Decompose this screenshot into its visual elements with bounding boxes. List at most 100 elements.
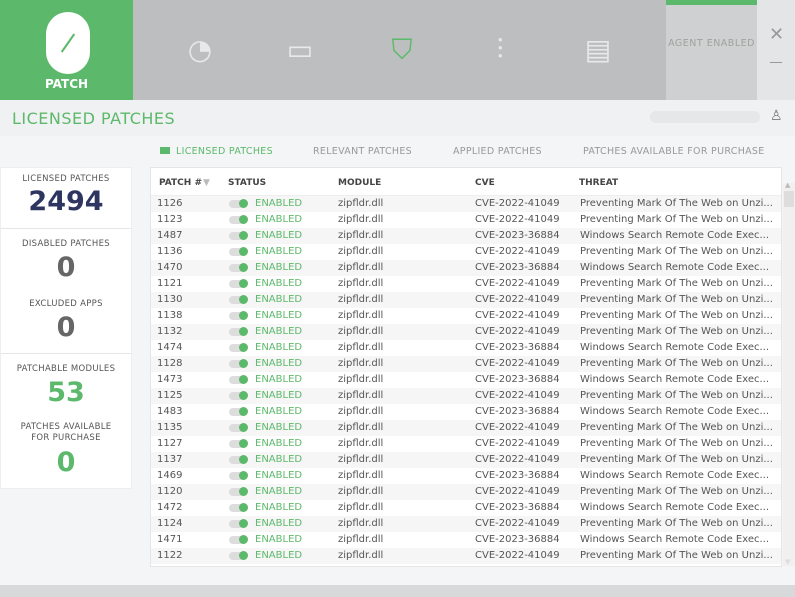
excluded-apps-value: 0 [56,312,76,343]
status-toggle[interactable] [229,215,248,224]
tab-patches-for-purchase[interactable]: PATCHES AVAILABLE FOR PURCHASE [583,146,765,157]
threat-cell: Windows Search Remote Code Exec... [580,534,770,545]
tab-relevant-patches[interactable]: RELEVANT PATCHES [313,146,412,157]
patch-number-cell: 1472 [157,502,183,513]
threat-cell: Windows Search Remote Code Exec... [580,342,770,353]
table-row[interactable]: 1469 ENABLED zipfldr.dll CVE-2023-36884 Wind… [151,468,781,484]
table-row[interactable]: 1122 ENABLED zipfldr.dll CVE-2022-41049 Prev… [151,548,781,564]
status-toggle[interactable] [229,247,248,256]
status-toggle[interactable] [229,343,248,352]
table-row[interactable]: 1138 ENABLED zipfldr.dll CVE-2022-41049 Prev… [151,308,781,324]
table-row[interactable]: 1124 ENABLED zipfldr.dll CVE-2022-41049 Prev… [151,516,781,532]
table-header: PATCH # ▼ STATUS MODULE CVE THREAT [151,168,781,196]
table-row[interactable]: 1473 ENABLED zipfldr.dll CVE-2023-36884 Wind… [151,372,781,388]
column-patch-number[interactable]: PATCH # [159,178,202,188]
table-row[interactable]: 1123 ENABLED zipfldr.dll CVE-2022-41049 Prev… [151,212,781,228]
table-row[interactable]: 1474 ENABLED zipfldr.dll CVE-2023-36884 Wind… [151,340,781,356]
table-row[interactable]: 1121 ENABLED zipfldr.dll CVE-2022-41049 Prev… [151,276,781,292]
brand-label: PATCH [44,77,89,91]
status-toggle[interactable] [229,311,248,320]
patch-number-cell: 1474 [157,342,183,353]
patch-module-button[interactable]: PATCH [0,0,133,100]
threat-cell: Preventing Mark Of The Web on Unzi... [580,294,773,305]
speedometer-icon[interactable]: ◔ [187,33,213,66]
column-status[interactable]: STATUS [228,178,267,188]
status-toggle[interactable] [229,551,248,560]
status-toggle[interactable] [229,199,248,208]
user-name [650,111,760,123]
status-cell: ENABLED [255,358,303,369]
status-toggle[interactable] [229,407,248,416]
page-title: LICENSED PATCHES [12,109,176,128]
agent-status-button[interactable]: AGENT ENABLED [666,0,757,100]
status-toggle[interactable] [229,295,248,304]
module-cell: zipfldr.dll [338,198,384,209]
divider [1,228,131,229]
status-toggle[interactable] [229,391,248,400]
status-toggle[interactable] [229,359,248,368]
table-row[interactable]: 1120 ENABLED zipfldr.dll CVE-2022-41049 Prev… [151,484,781,500]
table-scrollbar[interactable]: ▲ ▼ [783,181,795,566]
table-row[interactable]: 1472 ENABLED zipfldr.dll CVE-2023-36884 Wind… [151,500,781,516]
tab-licensed-patches[interactable]: LICENSED PATCHES [160,146,273,157]
tab-applied-patches[interactable]: APPLIED PATCHES [453,146,542,157]
table-row[interactable]: 1483 ENABLED zipfldr.dll CVE-2023-36884 Wind… [151,404,781,420]
cve-cell: CVE-2022-41049 [475,422,560,433]
user-icon[interactable]: ♙ [770,108,783,124]
table-row[interactable]: 1126 ENABLED zipfldr.dll CVE-2022-41049 Prev… [151,196,781,212]
status-toggle[interactable] [229,535,248,544]
module-cell: zipfldr.dll [338,550,384,561]
status-toggle[interactable] [229,503,248,512]
cve-cell: CVE-2022-41049 [475,214,560,225]
sliders-icon[interactable]: ⫶ [496,33,504,66]
table-row[interactable]: 1127 ENABLED zipfldr.dll CVE-2022-41049 Prev… [151,436,781,452]
status-toggle[interactable] [229,423,248,432]
status-toggle[interactable] [229,439,248,448]
column-cve[interactable]: CVE [475,178,495,188]
patch-number-cell: 1487 [157,230,183,241]
scroll-up-icon[interactable]: ▲ [785,181,791,189]
status-toggle[interactable] [229,455,248,464]
module-cell: zipfldr.dll [338,294,384,305]
table-row[interactable]: 1137 ENABLED zipfldr.dll CVE-2022-41049 Prev… [151,452,781,468]
table-row[interactable]: 1125 ENABLED zipfldr.dll CVE-2022-41049 Prev… [151,388,781,404]
status-toggle[interactable] [229,519,248,528]
status-toggle[interactable] [229,231,248,240]
patch-number-cell: 1483 [157,406,183,417]
threat-cell: Preventing Mark Of The Web on Unzi... [580,486,773,497]
table-row[interactable]: 1471 ENABLED zipfldr.dll CVE-2023-36884 Wind… [151,532,781,548]
patchable-modules-label: PATCHABLE MODULES [16,364,116,374]
clipboard-icon[interactable]: ▤ [584,33,612,66]
scrollbar-thumb[interactable] [784,191,794,207]
shield-icon[interactable]: ⛉ [391,33,413,66]
status-toggle[interactable] [229,279,248,288]
column-module[interactable]: MODULE [338,178,382,188]
table-row[interactable]: 1130 ENABLED zipfldr.dll CVE-2022-41049 Prev… [151,292,781,308]
status-toggle[interactable] [229,263,248,272]
scroll-down-icon[interactable]: ▼ [785,558,791,566]
threat-cell: Preventing Mark Of The Web on Unzi... [580,390,773,401]
patch-number-cell: 1125 [157,390,183,401]
status-toggle[interactable] [229,487,248,496]
table-row[interactable]: 1487 ENABLED zipfldr.dll CVE-2023-36884 Wind… [151,228,781,244]
table-row[interactable]: 1132 ENABLED zipfldr.dll CVE-2022-41049 Prev… [151,324,781,340]
table-row[interactable]: 1136 ENABLED zipfldr.dll CVE-2022-41049 Prev… [151,244,781,260]
threat-cell: Preventing Mark Of The Web on Unzi... [580,438,773,449]
status-toggle[interactable] [229,375,248,384]
table-row[interactable]: 1135 ENABLED zipfldr.dll CVE-2022-41049 Prev… [151,420,781,436]
status-cell: ENABLED [255,294,303,305]
status-toggle[interactable] [229,471,248,480]
window-icon[interactable]: ▭ [286,33,314,66]
table-row[interactable]: 1470 ENABLED zipfldr.dll CVE-2023-36884 Wind… [151,260,781,276]
minimize-icon[interactable] [770,62,782,63]
column-threat[interactable]: THREAT [579,178,619,188]
module-cell: zipfldr.dll [338,214,384,225]
module-cell: zipfldr.dll [338,262,384,273]
threat-cell: Windows Search Remote Code Exec... [580,374,770,385]
threat-cell: Preventing Mark Of The Web on Unzi... [580,310,773,321]
filter-icon[interactable]: ▼ [203,178,210,188]
status-toggle[interactable] [229,327,248,336]
table-row[interactable]: 1128 ENABLED zipfldr.dll CVE-2022-41049 Prev… [151,356,781,372]
cve-cell: CVE-2023-36884 [475,342,560,353]
close-icon[interactable]: ✕ [769,24,785,45]
